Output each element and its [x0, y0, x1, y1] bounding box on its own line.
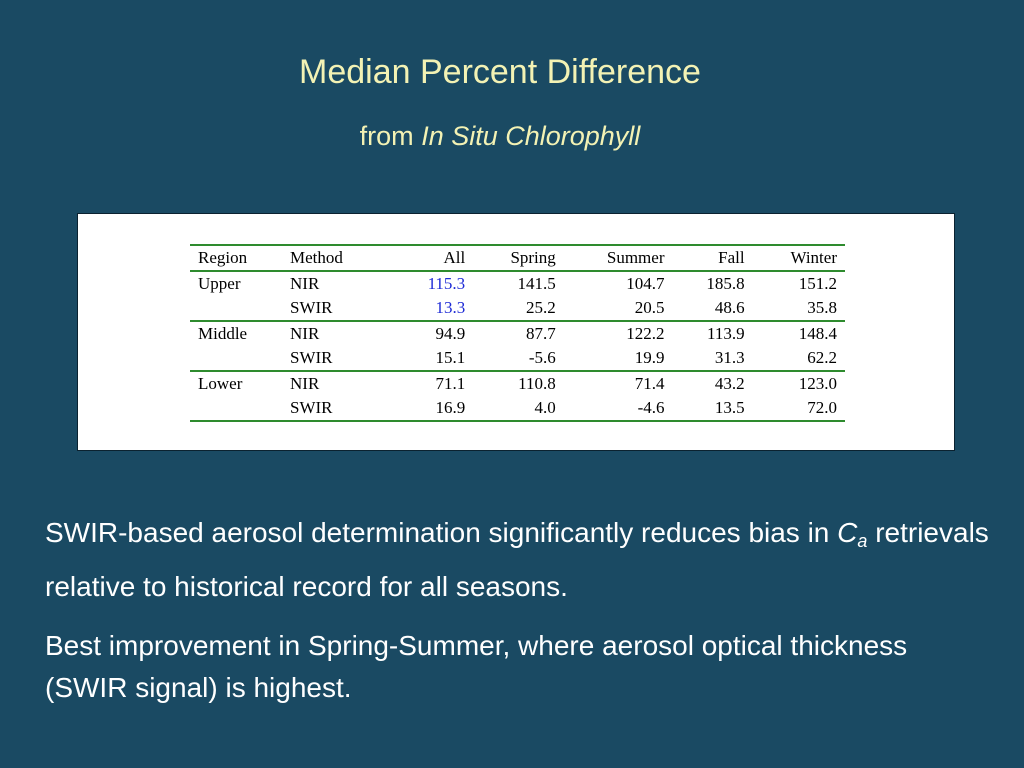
cell-spring: 141.5 — [517, 274, 556, 293]
cell-fall: 43.2 — [714, 374, 745, 393]
table-row: SWIR 15.1 -5.6 19.9 31.3 62.2 — [190, 346, 845, 371]
cell-winter: 35.8 — [807, 298, 837, 317]
cell-all-highlight: 13.3 — [435, 298, 466, 317]
cell-fall: 113.9 — [706, 324, 745, 343]
cell-method: SWIR — [290, 298, 333, 317]
subtitle-emphasis: In Situ Chlorophyll — [421, 121, 641, 151]
slide-title: Median Percent Difference — [299, 53, 701, 91]
cell-method: SWIR — [290, 398, 333, 417]
cell-spring: 110.8 — [518, 374, 556, 393]
table-row: Middle NIR 94.9 87.7 122.2 113.9 148.4 — [190, 321, 845, 346]
table-header-row: Region Method All Spring Summer Fall Win… — [190, 245, 845, 271]
chlorophyll-subscript: a — [857, 531, 868, 551]
cell-method: NIR — [290, 274, 320, 293]
table-row: SWIR 16.9 4.0 -4.6 13.5 72.0 — [190, 396, 845, 421]
header-spring: Spring — [510, 248, 556, 267]
cell-region — [190, 296, 282, 321]
group-upper: Upper NIR 115.3 141.5 104.7 185.8 151.2 … — [190, 271, 845, 321]
cell-region — [190, 346, 282, 371]
cell-winter: 123.0 — [798, 374, 837, 393]
table-row: Upper NIR 115.3 141.5 104.7 185.8 151.2 — [190, 271, 845, 296]
cell-spring: 25.2 — [526, 298, 556, 317]
header-method: Method — [290, 248, 343, 267]
cell-summer: 122.2 — [626, 324, 665, 343]
cell-region: Lower — [198, 374, 243, 393]
cell-region: Middle — [198, 324, 248, 343]
cell-all-highlight: 115.3 — [427, 274, 466, 293]
table-panel: Region Method All Spring Summer Fall Win… — [77, 213, 955, 451]
table-row: SWIR 13.3 25.2 20.5 48.6 35.8 — [190, 296, 845, 321]
cell-all: 16.9 — [435, 398, 466, 417]
median-difference-table: Region Method All Spring Summer Fall Win… — [190, 244, 845, 422]
header-winter: Winter — [790, 248, 837, 267]
cell-fall: 13.5 — [714, 398, 745, 417]
subtitle-prefix: from — [359, 121, 414, 151]
cell-spring: 87.7 — [526, 324, 556, 343]
cell-all: 15.1 — [435, 348, 466, 367]
cell-method: NIR — [290, 374, 320, 393]
cell-method: NIR — [290, 324, 320, 343]
cell-winter: 72.0 — [807, 398, 837, 417]
cell-fall: 185.8 — [706, 274, 745, 293]
cell-all: 71.1 — [435, 374, 466, 393]
cell-fall: 31.3 — [714, 348, 745, 367]
cell-summer: -4.6 — [637, 398, 665, 417]
table-row: Lower NIR 71.1 110.8 71.4 43.2 123.0 — [190, 371, 845, 396]
header-fall: Fall — [718, 248, 745, 267]
cell-method: SWIR — [290, 348, 333, 367]
cell-summer: 20.5 — [634, 298, 665, 317]
p1-text-start: SWIR-based aerosol determination signifi… — [45, 517, 830, 548]
p1-text-end: retrievals relative to historical record… — [45, 517, 989, 602]
finding-paragraph-1: SWIR-based aerosol determination signifi… — [45, 510, 995, 610]
cell-winter: 62.2 — [807, 348, 837, 367]
cell-spring: -5.6 — [528, 348, 556, 367]
group-lower: Lower NIR 71.1 110.8 71.4 43.2 123.0 SWI… — [190, 371, 845, 421]
header-all: All — [443, 248, 466, 267]
cell-summer: 19.9 — [634, 348, 665, 367]
cell-fall: 48.6 — [714, 298, 745, 317]
header-region: Region — [198, 248, 248, 267]
cell-winter: 151.2 — [798, 274, 837, 293]
group-middle: Middle NIR 94.9 87.7 122.2 113.9 148.4 S… — [190, 321, 845, 371]
slide-subtitle: from In Situ Chlorophyll — [0, 119, 1000, 153]
cell-summer: 104.7 — [626, 274, 665, 293]
cell-region — [190, 396, 282, 421]
header-summer: Summer — [606, 248, 665, 267]
cell-summer: 71.4 — [634, 374, 665, 393]
cell-winter: 148.4 — [798, 324, 837, 343]
cell-spring: 4.0 — [534, 398, 556, 417]
finding-paragraph-2: Best improvement in Spring-Summer, where… — [45, 630, 908, 703]
cell-all: 94.9 — [435, 324, 466, 343]
chlorophyll-symbol: C — [837, 517, 858, 548]
cell-region: Upper — [198, 274, 241, 293]
